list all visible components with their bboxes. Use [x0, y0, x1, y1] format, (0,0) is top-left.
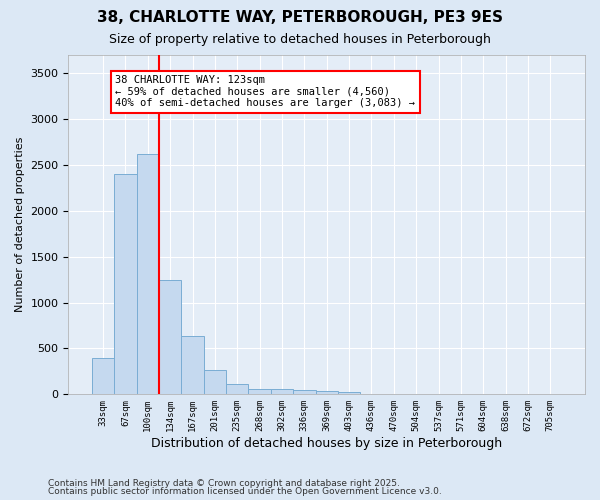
Text: Contains HM Land Registry data © Crown copyright and database right 2025.: Contains HM Land Registry data © Crown c… — [48, 478, 400, 488]
Bar — [293, 390, 316, 394]
Bar — [181, 336, 204, 394]
Bar — [338, 392, 360, 394]
Bar — [226, 384, 248, 394]
Bar — [271, 390, 293, 394]
Text: 38, CHARLOTTE WAY, PETERBOROUGH, PE3 9ES: 38, CHARLOTTE WAY, PETERBOROUGH, PE3 9ES — [97, 10, 503, 25]
X-axis label: Distribution of detached houses by size in Peterborough: Distribution of detached houses by size … — [151, 437, 502, 450]
Y-axis label: Number of detached properties: Number of detached properties — [15, 137, 25, 312]
Bar — [92, 358, 114, 395]
Bar — [137, 154, 159, 394]
Bar — [204, 370, 226, 394]
Text: 38 CHARLOTTE WAY: 123sqm
← 59% of detached houses are smaller (4,560)
40% of sem: 38 CHARLOTTE WAY: 123sqm ← 59% of detach… — [115, 75, 415, 108]
Bar — [248, 389, 271, 394]
Bar — [316, 390, 338, 394]
Text: Contains public sector information licensed under the Open Government Licence v3: Contains public sector information licen… — [48, 487, 442, 496]
Bar — [114, 174, 137, 394]
Text: Size of property relative to detached houses in Peterborough: Size of property relative to detached ho… — [109, 32, 491, 46]
Bar — [159, 280, 181, 394]
